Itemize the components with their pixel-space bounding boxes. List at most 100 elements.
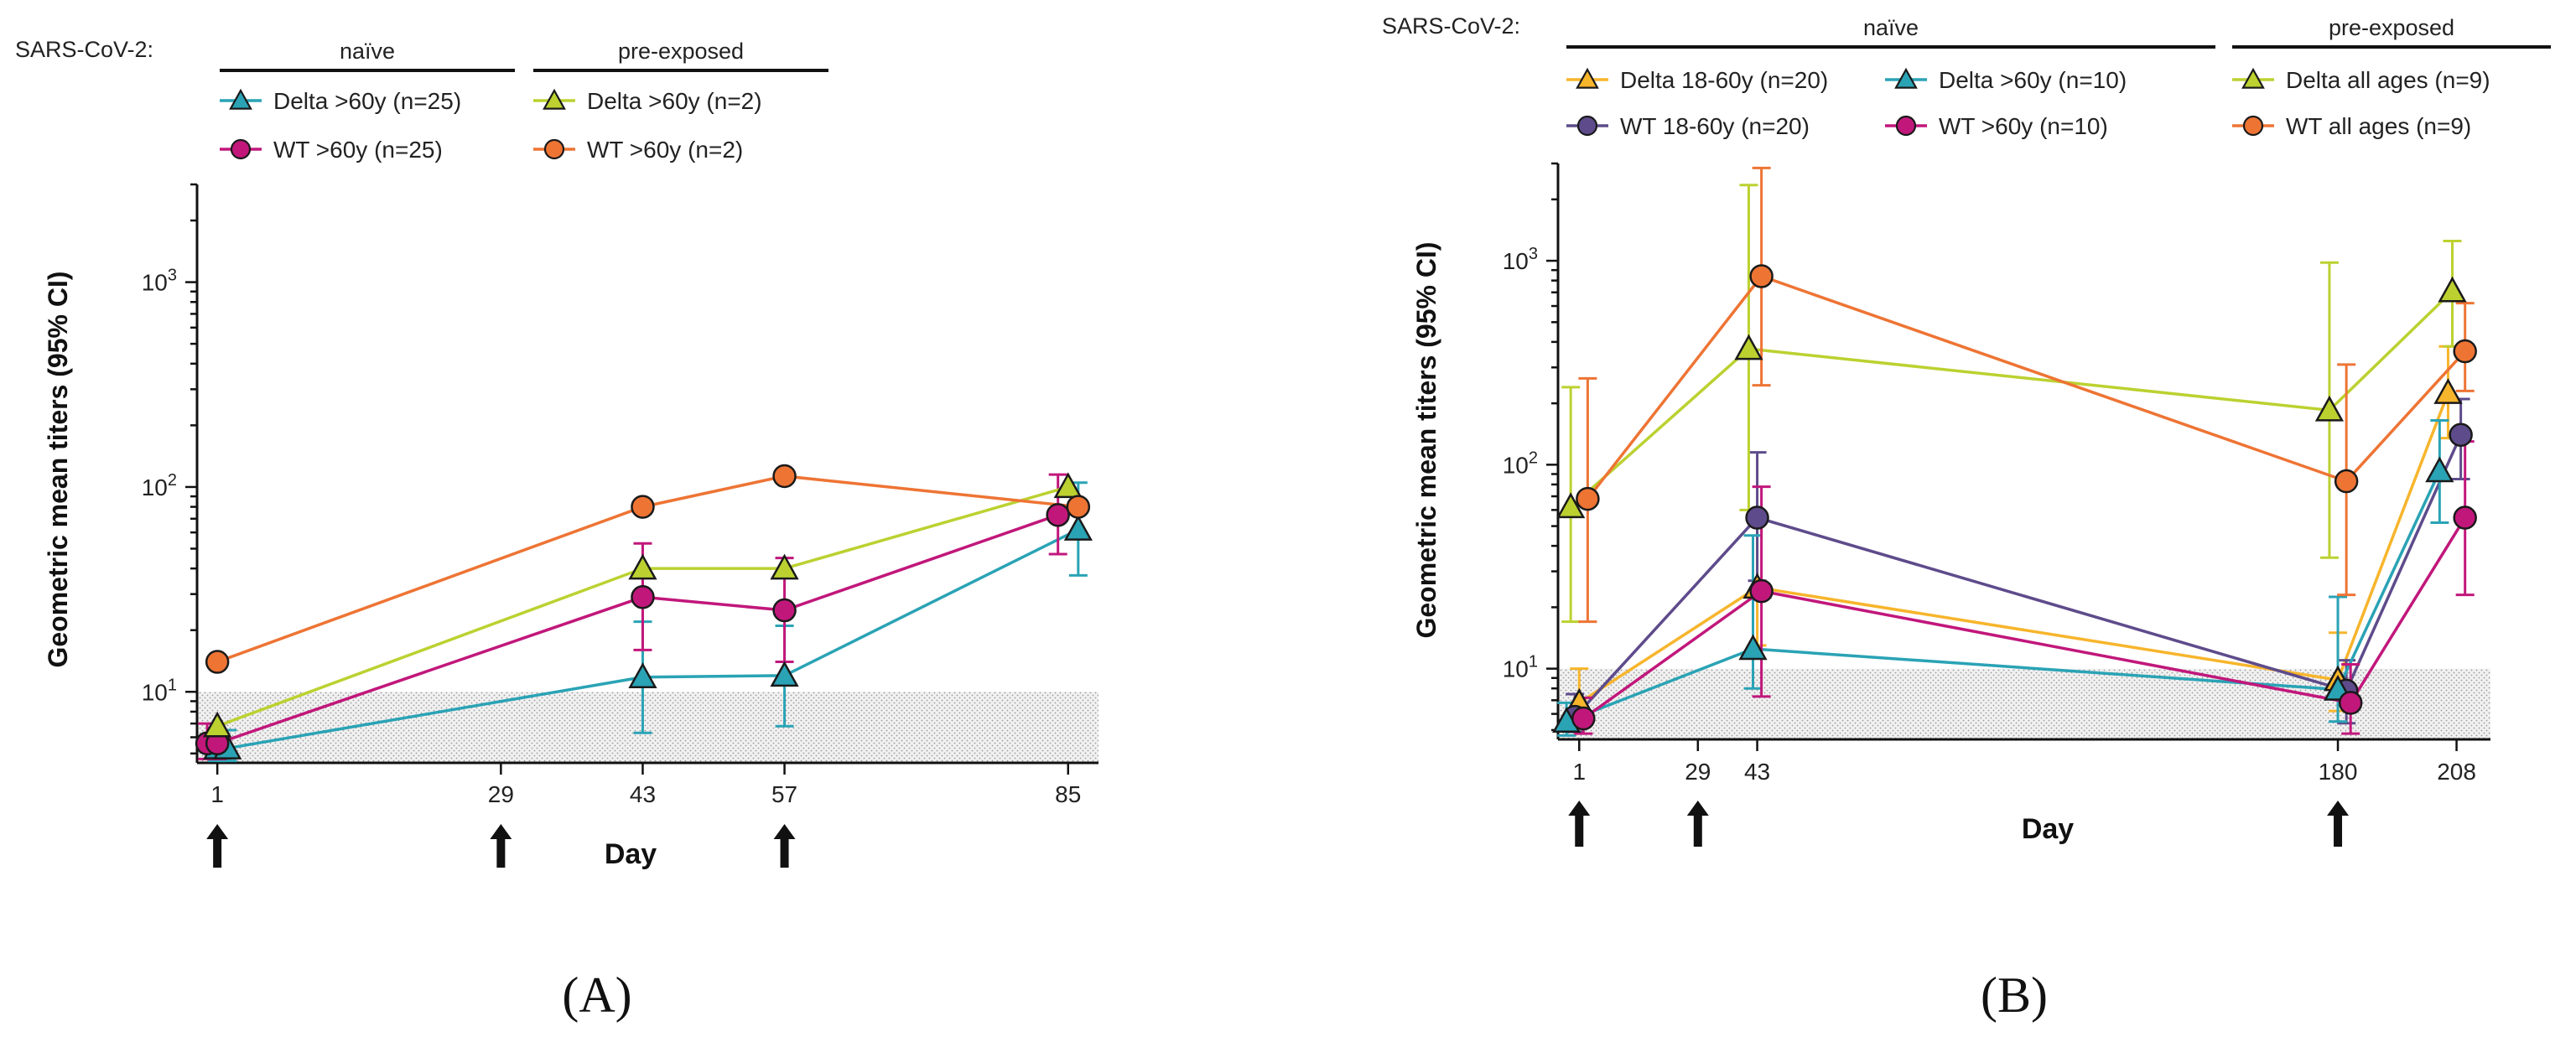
x-tick-label: 208 [2437, 759, 2476, 785]
legend-marker [2242, 115, 2264, 137]
legend-marker [230, 138, 252, 160]
data-point [2314, 395, 2345, 422]
legend-label: WT 18-60y (n=20) [1620, 113, 1810, 139]
data-point [1571, 706, 1596, 731]
dose-arrow-icon [2327, 801, 2350, 847]
legend-label: WT >60y (n=10) [1939, 113, 2108, 139]
data-point [770, 553, 799, 580]
dose-arrow-icon [1686, 801, 1709, 847]
legend-marker [543, 138, 565, 160]
data-point [1738, 634, 1768, 661]
data-point [772, 598, 797, 623]
legend-marker [1576, 115, 1598, 137]
data-point [2425, 456, 2454, 483]
data-point [1734, 334, 1763, 360]
data-point [1576, 486, 1600, 511]
legend-marker [1895, 115, 1917, 137]
data-point [2449, 423, 2473, 448]
legend-marker [1576, 67, 1599, 89]
dose-arrow-icon [773, 824, 796, 868]
data-point [1053, 472, 1083, 499]
x-tick-label: 180 [2319, 759, 2358, 785]
legend-label: WT >60y (n=2) [587, 137, 743, 163]
data-point [1066, 495, 1091, 519]
data-point [1745, 505, 1769, 530]
y-tick-label: 103 [142, 267, 177, 296]
plot-area-b: 101 102 103 1 29 43 180 208 [1503, 162, 2490, 847]
y-tick-label: 102 [142, 471, 177, 500]
legend-label: Delta >60y (n=2) [587, 88, 762, 114]
pre-header-a: pre-exposed [618, 39, 744, 64]
panel-label-a: (A) [562, 967, 631, 1023]
naive-header-b: naïve [1863, 15, 1919, 40]
data-point [205, 650, 230, 674]
x-tick-label: 1 [210, 781, 224, 807]
data-point [631, 495, 655, 519]
panel-b: SARS-CoV-2: naïve pre-exposed Delta 18-6… [1382, 13, 2551, 1023]
series-line [216, 485, 1069, 728]
dose-arrow-icon [1568, 801, 1591, 847]
legend-label: WT >60y (n=25) [273, 137, 443, 163]
data-point [2334, 469, 2359, 494]
x-tick-label: 85 [1055, 781, 1081, 807]
series-line [1573, 434, 2463, 718]
dose-arrow-icon [206, 824, 229, 868]
data-point [1749, 578, 1774, 604]
panel-a: SARS-CoV-2: naïve pre-exposed Delta >60y… [15, 37, 1098, 1023]
y-tick-label: 103 [1503, 245, 1538, 274]
series-line [1566, 470, 2441, 723]
data-point [628, 662, 657, 688]
legend-marker [543, 88, 566, 110]
data-point [1556, 492, 1586, 519]
x-tick-label: 1 [1572, 759, 1586, 785]
series-line [1578, 392, 2450, 704]
x-axis-title-a: Day [605, 838, 657, 870]
group-label-a: SARS-CoV-2: [15, 37, 153, 62]
y-tick-label: 101 [1503, 653, 1538, 682]
data-point [2453, 505, 2477, 530]
naive-header-a: naïve [340, 39, 395, 64]
legend-label: Delta >60y (n=10) [1939, 67, 2127, 93]
legend-marker [229, 88, 252, 110]
data-point [628, 553, 657, 580]
pre-header-b: pre-exposed [2329, 15, 2454, 40]
data-point [1046, 503, 1070, 527]
data-point [770, 661, 799, 687]
series-line [1587, 274, 2466, 500]
legend-a: Delta >60y (n=25) WT >60y (n=25) Delta >60… [220, 88, 762, 163]
data-point [2453, 339, 2477, 364]
legend-marker [2241, 67, 2265, 89]
dose-arrow-icon [490, 824, 512, 868]
legend-label: Delta >60y (n=25) [273, 88, 461, 114]
data-point [2338, 691, 2363, 715]
data-point [2438, 276, 2467, 303]
plot-area-a: 101 102 103 1 29 43 57 85 [142, 183, 1098, 868]
legend-marker [1894, 67, 1918, 89]
legend-label: Delta all ages (n=9) [2286, 67, 2490, 93]
data-point [1749, 264, 1774, 288]
data-point [2433, 378, 2463, 404]
x-tick-label: 29 [488, 781, 514, 807]
x-axis-title-b: Day [2022, 813, 2074, 845]
panel-label-b: (B) [1981, 967, 2048, 1023]
y-tick-label: 102 [1503, 448, 1538, 478]
y-tick-label: 101 [142, 676, 177, 705]
x-tick-label: 57 [771, 781, 797, 807]
series-line [1570, 290, 2454, 509]
legend-label: Delta 18-60y (n=20) [1620, 67, 1828, 93]
data-point [203, 711, 232, 738]
y-axis-title-a: Geometric mean titers (95% CI) [43, 271, 73, 667]
y-axis-title-b: Geometric mean titers (95% CI) [1411, 241, 1441, 638]
data-point [631, 585, 655, 609]
x-tick-label: 29 [1685, 759, 1711, 785]
series-line [1582, 516, 2467, 720]
x-tick-label: 43 [630, 781, 656, 807]
group-label-b: SARS-CoV-2: [1382, 13, 1520, 39]
x-tick-label: 43 [1744, 759, 1770, 785]
legend-b: Delta 18-60y (n=20) WT 18-60y (n=20) Delta… [1566, 67, 2490, 139]
series-line [216, 474, 1079, 664]
data-point [772, 464, 797, 489]
data-point [1063, 515, 1093, 541]
legend-label: WT all ages (n=9) [2286, 113, 2471, 139]
